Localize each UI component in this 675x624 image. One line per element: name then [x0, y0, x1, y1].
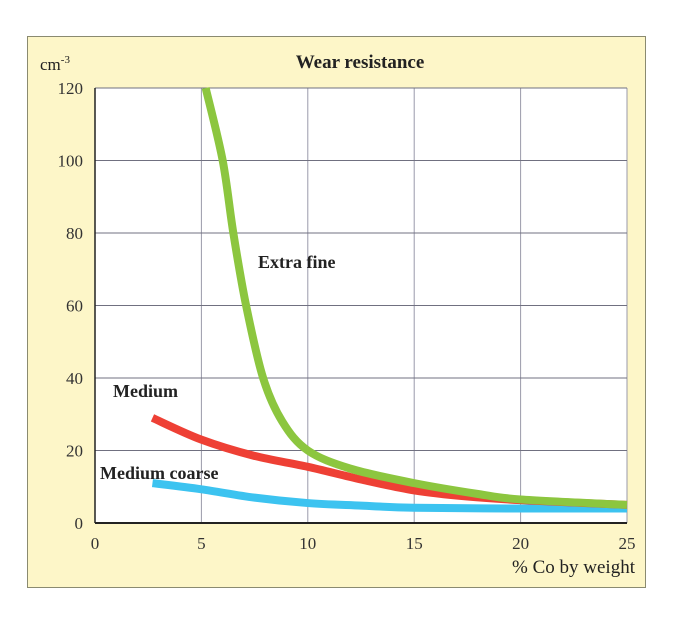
- series-line-extra-fine: [201, 87, 628, 509]
- x-axis-label: % Co by weight: [512, 557, 636, 578]
- series-label: Medium: [113, 381, 178, 401]
- x-tick-label: 20: [512, 534, 529, 553]
- y-tick-label: 120: [58, 79, 84, 98]
- y-axis-label: cm-3: [40, 54, 70, 74]
- x-tick-label: 25: [619, 534, 636, 553]
- series-line-medium-coarse: [151, 479, 628, 513]
- series-label: Medium coarse: [100, 463, 218, 483]
- y-tick-label: 80: [66, 224, 83, 243]
- x-tick-label: 0: [91, 534, 100, 553]
- y-tick-label: 20: [66, 442, 83, 461]
- y-tick-label: 40: [66, 369, 83, 388]
- x-tick-label: 5: [197, 534, 206, 553]
- x-tick-label: 15: [406, 534, 423, 553]
- chart-title: Wear resistance: [296, 52, 425, 73]
- y-tick-label: 0: [75, 514, 84, 533]
- y-tick-label: 60: [66, 297, 83, 316]
- x-tick-label: 10: [299, 534, 316, 553]
- series-label: Extra fine: [258, 252, 335, 272]
- y-tick-label: 100: [58, 152, 84, 171]
